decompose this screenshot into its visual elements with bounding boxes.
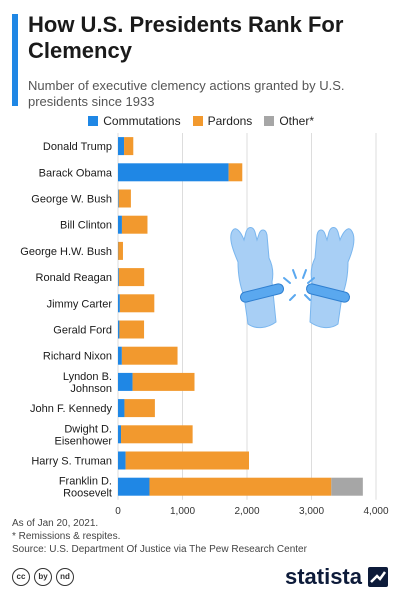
bar-segment <box>125 451 249 470</box>
category-label: Barack Obama <box>39 167 113 179</box>
x-tick-label: 4,000 <box>363 506 388 517</box>
bar-segment <box>118 425 122 444</box>
right-cuff-icon <box>306 283 350 303</box>
bar-segment <box>331 477 363 496</box>
footnote: * Remissions & respites. <box>12 531 121 542</box>
category-label: Dwight D. Eisenhower <box>55 423 113 447</box>
legend-swatch-other <box>264 116 275 126</box>
bar-segment <box>121 215 148 234</box>
left-hand-icon <box>230 227 277 329</box>
nd-icon[interactable]: nd <box>56 568 74 586</box>
as-of-note: As of Jan 20, 2021. <box>12 518 99 529</box>
bar-segment <box>121 425 193 444</box>
legend-item-pardons: Pardons <box>192 114 253 128</box>
bar-segment <box>119 320 145 339</box>
bar-segment <box>118 477 150 496</box>
legend-label-pardons: Pardons <box>207 114 253 128</box>
bar-segment <box>118 346 122 365</box>
legend: Commutations Pardons Other* <box>0 114 400 128</box>
category-label: Harry S. Truman <box>31 456 112 468</box>
bar-chart: Donald Trump Barack Obama George W. Bush Bi… <box>20 133 389 517</box>
bar-segment <box>132 372 195 391</box>
bar-segment <box>124 399 155 418</box>
bars <box>118 137 363 496</box>
chart-title: How U.S. Presidents Rank For Clemency <box>28 12 344 63</box>
x-tick-labels: 0 1,000 2,000 3,000 4,000 <box>115 506 389 517</box>
right-hand-icon <box>309 227 355 329</box>
bar-segment <box>118 241 123 260</box>
license-icons: cc by nd <box>12 568 74 586</box>
bar-segment <box>118 163 229 182</box>
bar-segment <box>118 451 126 470</box>
bar-segment <box>118 189 119 208</box>
category-label: Lyndon B. Johnson <box>63 371 112 395</box>
bar-segment <box>118 320 120 339</box>
bar-segment <box>228 163 243 182</box>
category-label: Donald Trump <box>43 141 112 153</box>
by-icon[interactable]: by <box>34 568 52 586</box>
x-tick-label: 3,000 <box>299 506 324 517</box>
bar-segment <box>118 137 125 156</box>
x-tick-label: 2,000 <box>234 506 259 517</box>
x-tick-label: 1,000 <box>170 506 195 517</box>
accent-bar <box>12 14 18 106</box>
legend-swatch-pardons <box>192 116 203 126</box>
x-tick-label: 0 <box>115 506 121 517</box>
category-label: Jimmy Carter <box>47 298 113 310</box>
category-label: Gerald Ford <box>53 325 112 337</box>
category-label: Franklin D. Roosevelt <box>59 476 112 500</box>
footer: cc by nd statista <box>0 560 400 598</box>
category-label: Bill Clinton <box>60 220 112 232</box>
category-label: George W. Bush <box>31 194 112 206</box>
bar-segment <box>118 294 120 313</box>
bar-segment <box>118 215 122 234</box>
handcuff-illustration <box>230 227 355 329</box>
cc-icon[interactable]: cc <box>12 568 30 586</box>
statista-mark-icon <box>368 567 388 587</box>
source-note: Source: U.S. Department Of Justice via T… <box>12 544 307 555</box>
statista-logo[interactable]: statista <box>285 564 388 590</box>
legend-swatch-commutations <box>88 116 99 126</box>
bar-segment <box>118 268 119 287</box>
category-label: Richard Nixon <box>43 351 112 363</box>
break-spark-icon <box>283 269 315 301</box>
brand-name: statista <box>284 564 362 589</box>
chart-subtitle: Number of executive clemency actions gra… <box>28 78 345 109</box>
legend-label-other: Other* <box>279 114 314 128</box>
category-labels: Donald Trump Barack Obama George W. Bush Bi… <box>20 141 113 500</box>
bar-segment <box>118 399 125 418</box>
legend-label-commutations: Commutations <box>103 114 181 128</box>
chart-notes: As of Jan 20, 2021. * Remissions & respi… <box>12 517 307 556</box>
legend-item-commutations: Commutations <box>88 114 181 128</box>
bar-segment <box>121 346 178 365</box>
legend-item-other: Other* <box>264 114 314 128</box>
category-label: Ronald Reagan <box>36 272 112 284</box>
category-label: John F. Kennedy <box>30 403 112 415</box>
category-label: George H.W. Bush <box>20 246 112 258</box>
bar-segment <box>124 137 134 156</box>
bar-segment <box>149 477 332 496</box>
bar-segment <box>118 372 133 391</box>
bar-segment <box>118 189 131 208</box>
bar-segment <box>118 268 145 287</box>
left-cuff-icon <box>240 283 284 303</box>
bar-segment <box>119 294 155 313</box>
